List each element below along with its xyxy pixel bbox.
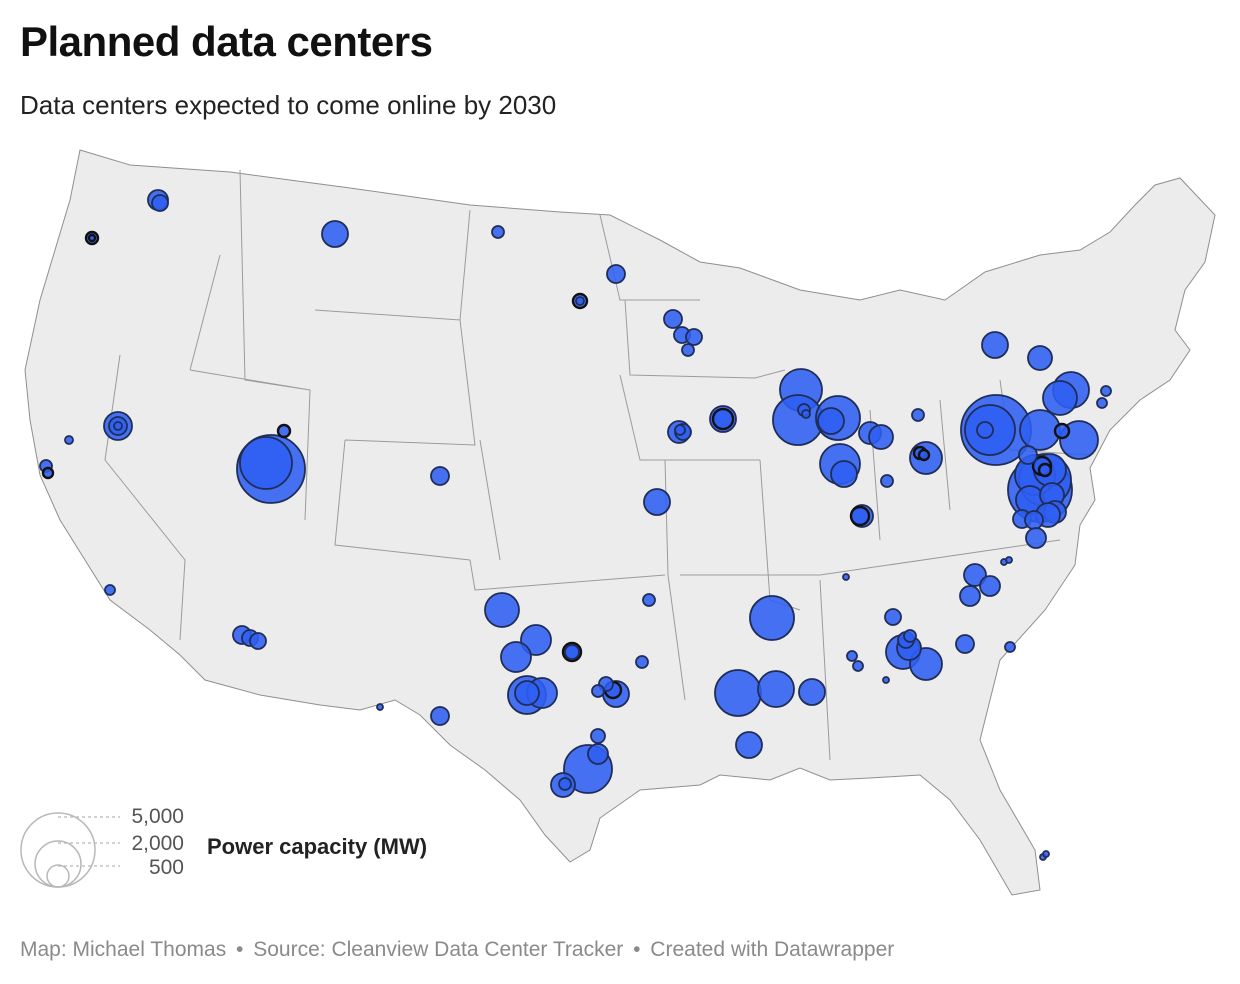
data-center-bubble	[484, 592, 520, 628]
data-center-bubble	[635, 655, 649, 669]
data-center-bubble	[1042, 850, 1050, 858]
data-center-bubble	[606, 264, 626, 284]
data-center-bubble	[64, 435, 74, 445]
data-center-bubble	[104, 584, 116, 596]
data-center-bubble	[575, 296, 585, 306]
data-center-bubble	[1025, 527, 1047, 549]
data-center-bubble	[430, 466, 450, 486]
map-credit: Map: Michael Thomas	[20, 938, 227, 961]
data-center-bubble	[714, 669, 762, 717]
data-center-bubble	[500, 641, 532, 673]
data-center-bubble	[587, 743, 609, 765]
data-center-bubbles	[39, 189, 1112, 861]
legend-title: Power capacity (MW)	[207, 834, 428, 859]
data-center-bubble	[643, 488, 671, 516]
data-center-bubble	[41, 466, 55, 480]
data-center-bubble	[882, 676, 890, 684]
data-center-bubble	[959, 585, 981, 607]
data-center-bubble	[663, 309, 683, 329]
data-center-bubble	[674, 424, 686, 436]
data-center-bubble	[963, 563, 987, 587]
data-center-bubble	[842, 573, 850, 581]
page-title: Planned data centers	[20, 18, 433, 65]
legend-circle-500	[46, 864, 70, 888]
data-center-bubble	[868, 424, 894, 450]
data-center-bubble	[979, 575, 1001, 597]
data-center-bubble	[1037, 462, 1053, 478]
data-center-bubble	[321, 220, 349, 248]
data-center-bubble	[911, 408, 925, 422]
data-center-bubble	[852, 660, 864, 672]
created-with: Created with Datawrapper	[650, 938, 895, 961]
legend-circle-2000	[34, 840, 82, 888]
source-credit: Source: Cleanview Data Center Tracker	[253, 938, 624, 961]
data-center-bubble	[1024, 510, 1044, 530]
legend-value-500: 500	[148, 856, 184, 879]
data-center-bubble	[558, 777, 572, 791]
data-center-bubble	[749, 595, 795, 641]
data-center-bubble	[1027, 345, 1053, 371]
footer-separator: •	[633, 938, 641, 961]
data-center-bubble	[564, 644, 580, 660]
page-subtitle: Data centers expected to come online by …	[20, 90, 557, 120]
data-center-bubble	[1096, 397, 1108, 409]
data-center-bubble	[976, 421, 994, 439]
data-center-bubble	[514, 680, 540, 706]
footer-separator: •	[236, 938, 244, 961]
data-center-bubble	[884, 608, 902, 626]
legend-value-5000: 5,000	[131, 805, 184, 828]
data-center-bubble	[798, 678, 826, 706]
data-center-bubble	[113, 421, 123, 431]
data-center-bubble	[376, 703, 384, 711]
data-center-bubble	[846, 650, 858, 662]
data-center-bubble	[87, 233, 97, 243]
data-center-bubble	[880, 474, 894, 488]
data-center-bubble	[491, 225, 505, 239]
data-center-bubble	[1042, 380, 1078, 416]
data-center-bubble	[735, 731, 763, 759]
data-center-bubble	[1018, 445, 1038, 465]
footer: Map: Michael Thomas • Source: Cleanview …	[20, 938, 894, 962]
data-center-bubble	[249, 632, 267, 650]
legend-circle-5000	[20, 812, 96, 888]
data-center-bubble	[711, 407, 735, 431]
data-center-bubble	[917, 448, 931, 462]
data-center-bubble	[685, 328, 703, 346]
data-center-bubble	[1005, 556, 1013, 564]
legend-size-circles	[20, 812, 120, 888]
data-center-bubble	[590, 728, 606, 744]
data-center-bubble	[681, 343, 695, 357]
legend-value-2000: 2,000	[131, 832, 184, 855]
us-landmass	[24, 149, 1216, 896]
data-center-bubble	[1004, 641, 1016, 653]
data-center-bubble	[151, 194, 169, 212]
data-center-bubble	[981, 331, 1009, 359]
data-center-bubble	[830, 460, 858, 488]
data-center-bubble	[801, 409, 811, 419]
data-center-bubble	[430, 706, 450, 726]
data-center-bubble	[757, 670, 795, 708]
data-center-bubble	[642, 593, 656, 607]
data-center-bubble	[276, 423, 292, 439]
data-center-bubble	[1053, 422, 1071, 440]
data-center-bubble	[903, 629, 917, 643]
data-center-bubble	[591, 684, 605, 698]
data-center-bubble	[955, 634, 975, 654]
data-center-bubble	[1100, 385, 1112, 397]
data-center-bubble	[239, 436, 293, 490]
data-center-bubble	[817, 407, 845, 435]
data-center-bubble	[849, 505, 871, 527]
